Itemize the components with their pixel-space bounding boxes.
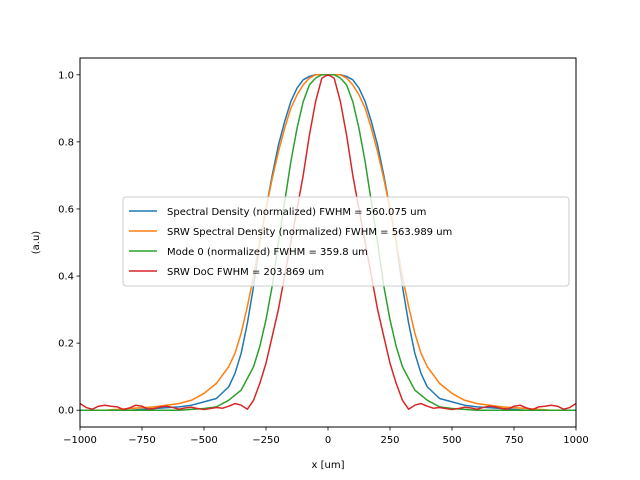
x-tick-label: 0 (325, 435, 331, 446)
y-tick-label: 0.2 (58, 339, 74, 350)
x-tick-label: 750 (504, 435, 523, 446)
x-axis-label: x [um] (312, 460, 345, 471)
legend-entry-0: Spectral Density (normalized) FWHM = 560… (167, 207, 426, 218)
legend-entry-1: SRW Spectral Density (normalized) FWHM =… (167, 227, 452, 238)
x-tick-label: −500 (190, 435, 217, 446)
y-tick-label: 0.6 (58, 204, 74, 215)
y-tick-label: 0.8 (58, 137, 74, 148)
legend-entry-2: Mode 0 (normalized) FWHM = 359.8 um (167, 247, 368, 258)
series-line-3 (80, 74, 576, 411)
y-axis-ticks: 0.0 0.2 0.4 0.6 0.8 1.0 (58, 70, 80, 417)
y-axis-label: (a.u) (31, 231, 42, 255)
x-axis-ticks: −1000 −750 −500 −250 0 250 500 750 1000 (63, 427, 589, 446)
y-tick-label: 1.0 (58, 70, 74, 81)
x-tick-label: −1000 (63, 435, 97, 446)
y-tick-label: 0.0 (58, 406, 74, 417)
x-tick-label: −750 (128, 435, 155, 446)
x-tick-label: 250 (380, 435, 399, 446)
y-tick-label: 0.4 (58, 272, 74, 283)
plot-lines (80, 74, 576, 411)
legend: Spectral Density (normalized) FWHM = 560… (122, 196, 570, 287)
legend-box (122, 196, 570, 287)
x-tick-label: 1000 (563, 435, 588, 446)
x-tick-label: 500 (442, 435, 461, 446)
x-tick-label: −250 (252, 435, 279, 446)
legend-entry-3: SRW DoC FWHM = 203.869 um (167, 267, 324, 278)
